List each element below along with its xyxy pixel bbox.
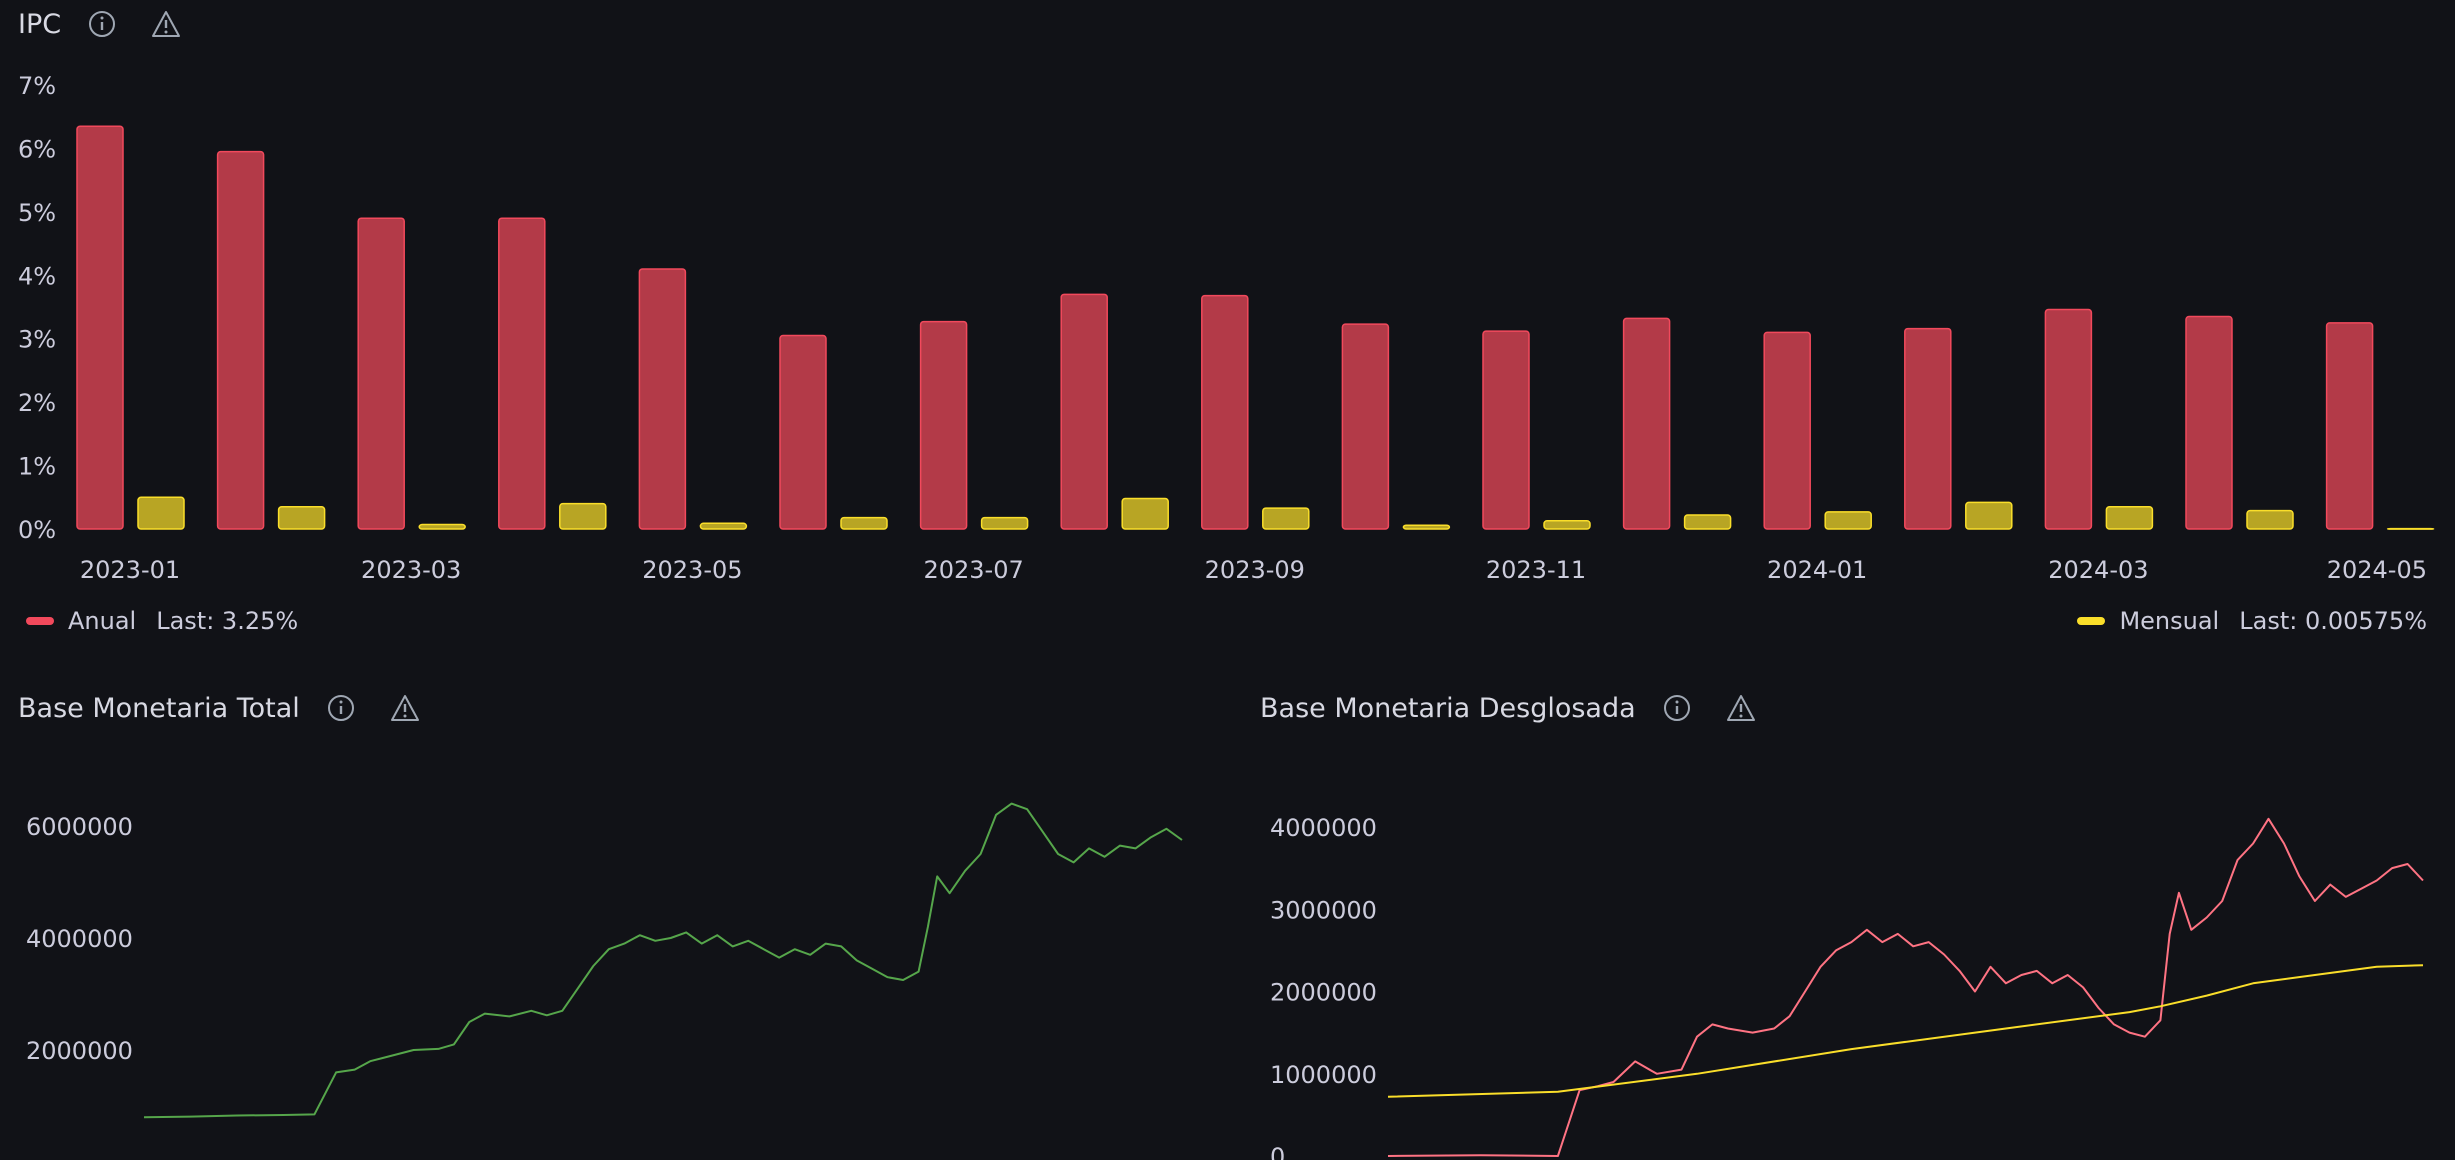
legend-last-value: Last: 0.00575% [2239, 607, 2427, 635]
legend-swatch [26, 617, 54, 625]
bar-anual-2023-10 [1341, 323, 1390, 530]
bar-mensual-2023-05 [699, 522, 748, 530]
x-tick-label: 2024-05 [2327, 556, 2427, 584]
bar-mensual-2023-02 [277, 506, 326, 530]
y-tick-label: 0 [1270, 1143, 1285, 1160]
y-tick-label: 3% [18, 326, 56, 354]
x-tick-label: 2024-03 [2048, 556, 2148, 584]
series-line-0 [1387, 817, 2424, 1157]
bar-anual-2024-04 [2185, 315, 2233, 530]
series-lines [1387, 817, 2424, 1157]
bar-anual-2023-01 [76, 125, 124, 530]
y-tick-label: 5% [18, 199, 56, 227]
bar-mensual-2023-08 [1121, 497, 1169, 530]
info-circle-icon[interactable] [324, 691, 358, 725]
x-tick-label: 2023-01 [80, 556, 180, 584]
y-axis: 0 1000000 2000000 3000000 4000000 [1270, 814, 1377, 1160]
bar-anual-2023-08 [1060, 293, 1108, 530]
bar-mensual-2023-07 [980, 516, 1029, 530]
panel-title: Base Monetaria Desglosada [1260, 692, 1636, 724]
x-tick-label: 2023-05 [642, 556, 742, 584]
base-total-line-chart: 2000000 4000000 6000000 [26, 802, 1183, 1119]
y-tick-label: 1000000 [1270, 1061, 1377, 1089]
y-tick-label: 0% [18, 516, 56, 544]
warning-triangle-icon[interactable] [388, 691, 422, 725]
series-line-1 [1387, 964, 2424, 1098]
bar-mensual-2024-02 [1965, 501, 2013, 530]
y-tick-label: 3000000 [1270, 896, 1377, 924]
base-desglosada-panel-header: Base Monetaria Desglosada [1260, 684, 1758, 732]
legend-label: Anual [68, 607, 137, 635]
bar-mensual-2023-06 [840, 516, 888, 530]
ipc-panel: IPC 0% 1% 2% 3% 4% 5% 6% 7% 2023-01 2023-03 2023-… [18, 0, 2435, 635]
bar-anual-2024-01 [1763, 331, 1811, 530]
bar-anual-2023-12 [1622, 317, 1671, 530]
y-tick-label: 4000000 [26, 925, 133, 953]
bar-anual-2023-07 [919, 320, 968, 530]
bar-anual-2024-05 [2325, 322, 2374, 530]
bars [76, 125, 2435, 530]
bar-mensual-2023-12 [1683, 514, 1732, 530]
x-tick-label: 2023-11 [1486, 556, 1586, 584]
panel-title: Base Monetaria Total [18, 692, 300, 724]
y-tick-label: 6000000 [26, 813, 133, 841]
y-tick-label: 2% [18, 389, 56, 417]
bar-mensual-2023-04 [559, 502, 607, 530]
warning-triangle-icon[interactable] [1724, 691, 1758, 725]
bar-mensual-2024-04 [2246, 509, 2294, 530]
bar-mensual-2023-09 [1262, 507, 1310, 530]
series-lines [143, 802, 1183, 1119]
y-tick-label: 4% [18, 262, 56, 290]
legend-swatch [2077, 617, 2106, 625]
base-monetaria-total-panel: Base Monetaria Total [0, 684, 1220, 1160]
bar-anual-2024-02 [1904, 327, 1952, 530]
series-line-0 [143, 802, 1183, 1119]
ipc-panel-header: IPC [18, 0, 183, 48]
y-tick-label: 2000000 [1270, 979, 1377, 1007]
bar-anual-2023-11 [1482, 330, 1530, 530]
base-monetaria-desglosada-panel: Base Monetaria Desglosada [1242, 684, 2455, 1160]
legend-item-mensual[interactable]: Mensual Last: 0.00575% [2077, 607, 2427, 635]
bar-anual-2023-03 [357, 217, 405, 530]
legend-label: Mensual [2119, 607, 2220, 635]
legend-last-value: Last: 3.25% [156, 607, 299, 635]
x-tick-label: 2023-03 [361, 556, 461, 584]
y-tick-label: 1% [18, 453, 56, 481]
bar-mensual-2023-10 [1402, 524, 1451, 530]
bar-anual-2023-06 [779, 334, 827, 530]
y-tick-label: 4000000 [1270, 814, 1377, 842]
info-circle-icon[interactable] [1660, 691, 1694, 725]
y-tick-label: 2000000 [26, 1037, 133, 1065]
warning-triangle-icon[interactable] [149, 7, 183, 41]
bar-anual-2023-04 [498, 217, 546, 530]
bar-anual-2023-09 [1201, 294, 1249, 530]
y-tick-label: 7% [18, 72, 56, 100]
base-total-panel-header: Base Monetaria Total [18, 684, 422, 732]
bar-anual-2023-05 [638, 268, 687, 530]
y-axis: 2000000 4000000 6000000 [26, 813, 133, 1065]
x-tick-label: 2023-07 [923, 556, 1023, 584]
bar-anual-2023-02 [216, 150, 265, 530]
bar-mensual-2024-03 [2105, 506, 2154, 530]
bar-anual-2024-03 [2044, 308, 2093, 530]
bar-mensual-2023-11 [1543, 520, 1591, 530]
x-tick-label: 2024-01 [1767, 556, 1867, 584]
x-axis: 2023-01 2023-03 2023-05 2023-07 2023-09 2023-… [80, 556, 2427, 584]
y-tick-label: 6% [18, 135, 56, 163]
panel-title: IPC [18, 8, 62, 40]
bar-mensual-2024-05 [2386, 527, 2435, 530]
bar-mensual-2024-01 [1824, 511, 1872, 530]
info-circle-icon[interactable] [85, 7, 119, 41]
ipc-bar-chart: 0%1%2%3%4%5%6%7% 2023-01 2023-03 2023-05 20… [18, 72, 2435, 584]
bar-mensual-2023-01 [137, 496, 185, 530]
y-axis: 0% 1% 2% 3% 4% 5% 6% 7% [18, 72, 56, 544]
bar-mensual-2023-03 [418, 523, 466, 530]
legend-item-anual[interactable]: Anual Last: 3.25% [26, 607, 298, 635]
x-tick-label: 2023-09 [1205, 556, 1305, 584]
